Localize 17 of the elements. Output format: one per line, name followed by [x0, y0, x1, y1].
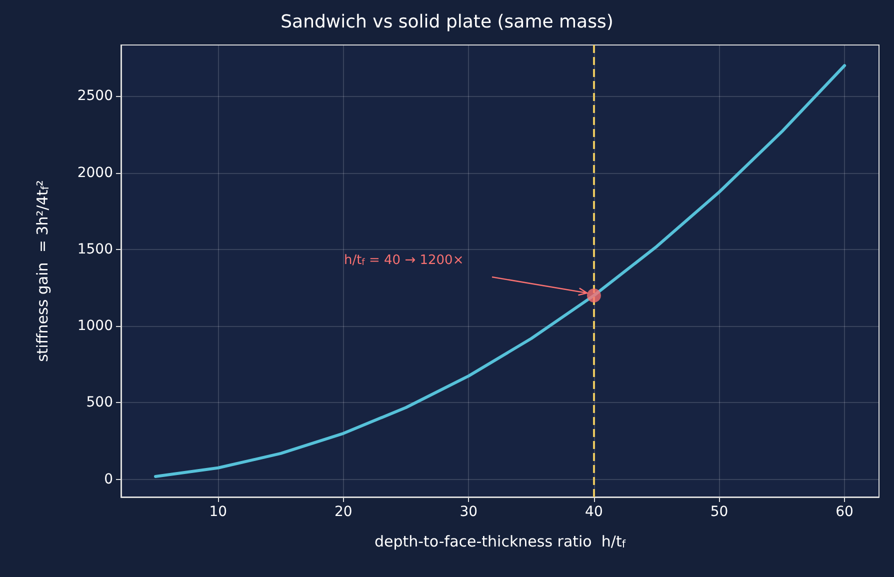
x-tick-label: 40 — [585, 504, 603, 520]
y-tick-label: 1000 — [77, 318, 113, 334]
x-tick-label: 60 — [836, 504, 854, 520]
y-tick-label: 0 — [104, 471, 113, 488]
y-axis-title: stiffness gain = 3h²/4tf² — [34, 180, 52, 362]
annotation: h/tf = 40 → 1200× — [344, 253, 464, 268]
y-tick-label: 2000 — [77, 164, 113, 181]
chart-title: Sandwich vs solid plate (same mass) — [280, 12, 614, 32]
x-axis-title: depth-to-face-thickness ratio h/tf — [374, 532, 626, 550]
line-series — [154, 64, 846, 478]
x-tick-label: 20 — [334, 504, 352, 520]
y-tick-label: 500 — [86, 394, 113, 411]
y-tick-label: 1500 — [77, 241, 113, 258]
x-tick-label: 30 — [460, 504, 478, 520]
x-tick-label: 10 — [209, 504, 228, 520]
x-tick-label: 50 — [710, 504, 728, 520]
y-tick-label: 2500 — [77, 88, 113, 104]
